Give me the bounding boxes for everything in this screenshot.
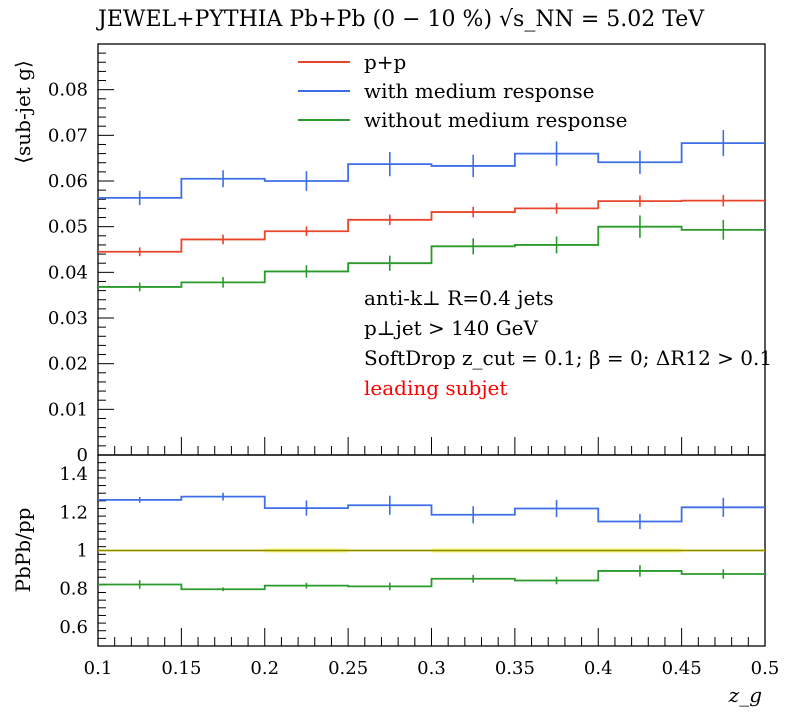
ratio-series-group xyxy=(98,492,765,592)
main-y-tick-label: 0.08 xyxy=(48,80,88,101)
ratio-panel: 0.6 0.8 1 1.2 1.4 PbPb/pp xyxy=(11,454,766,647)
annotation-block: anti-k⊥ R=0.4 jets p⊥jet > 140 GeV SoftDro… xyxy=(364,286,772,400)
x-tick-label: 0.15 xyxy=(161,658,201,679)
figure-title: JEWEL+PYTHIA Pb+Pb (0 − 10 %) √s_NN = 5.… xyxy=(96,7,705,32)
ratio-y-tick-labels: 0.6 0.8 1 1.2 1.4 xyxy=(59,464,88,638)
main-panel: 0 0.01 0.02 0.03 0.04 0.05 0.06 0.07 0.08 ⟨sub-j… xyxy=(11,43,772,466)
series-with-medium-response xyxy=(98,130,765,206)
ratio-axis-ticks xyxy=(97,454,766,647)
main-series-group xyxy=(98,130,765,292)
ratio-y-axis-label: PbPb/pp xyxy=(11,508,35,593)
x-tick-label: 0.35 xyxy=(495,658,535,679)
main-axis-ticks xyxy=(97,43,766,456)
x-tick-label: 0.3 xyxy=(417,658,446,679)
legend-label: without medium response xyxy=(364,108,627,132)
series-with-medium-response xyxy=(98,492,765,530)
annotation-line: leading subjet xyxy=(364,376,507,400)
x-tick-label: 0.45 xyxy=(662,658,702,679)
x-tick-labels: 0.1 0.15 0.2 0.25 0.3 0.35 0.4 0.45 0.5 xyxy=(84,658,780,679)
title-text: JEWEL+PYTHIA Pb+Pb (0 − 10 %) √s_NN = 5.… xyxy=(96,7,705,32)
main-y-tick-label: 0.07 xyxy=(48,125,88,146)
annotation-line: SoftDrop z_cut = 0.1; β = 0; ΔR12 > 0.1 xyxy=(364,346,772,370)
series-p-p xyxy=(98,194,765,257)
series-line xyxy=(98,225,765,288)
x-axis-label: z_g xyxy=(728,683,762,707)
reference-band xyxy=(98,548,765,553)
ratio-y-tick-label: 1.2 xyxy=(59,502,88,523)
x-tick-label: 0.2 xyxy=(250,658,279,679)
series-line xyxy=(98,570,765,591)
ratio-y-tick-label: 0.6 xyxy=(59,617,88,638)
x-tick-label: 0.25 xyxy=(328,658,368,679)
x-tick-label: 0.5 xyxy=(751,658,780,679)
main-y-tick-label: 0.03 xyxy=(48,308,88,329)
series-line xyxy=(98,495,765,523)
ratio-y-tick-label: 1 xyxy=(77,541,88,562)
main-y-tick-label: 0.05 xyxy=(48,217,88,238)
legend: p+p with medium response without medium re… xyxy=(298,50,627,132)
main-y-tick-label: 0.06 xyxy=(48,171,88,192)
x-tick-label: 0.1 xyxy=(84,658,113,679)
main-y-tick-label: 0 xyxy=(77,445,88,466)
annotation-line: anti-k⊥ R=0.4 jets xyxy=(364,286,554,310)
series-without-medium-response xyxy=(98,565,765,592)
legend-label: with medium response xyxy=(364,79,594,103)
main-y-tick-label: 0.02 xyxy=(48,354,88,375)
main-y-tick-label: 0.04 xyxy=(48,262,88,283)
x-tick-label: 0.4 xyxy=(584,658,613,679)
ratio-y-tick-label: 1.4 xyxy=(59,464,88,485)
main-y-axis-label: ⟨sub-jet g⟩ xyxy=(11,60,35,164)
main-y-tick-labels: 0 0.01 0.02 0.03 0.04 0.05 0.06 0.07 0.08 xyxy=(48,80,88,466)
legend-label: p+p xyxy=(364,50,406,74)
series-line xyxy=(98,142,765,199)
main-y-tick-label: 0.01 xyxy=(48,399,88,420)
ratio-y-tick-label: 0.8 xyxy=(59,579,88,600)
series-without-medium-response xyxy=(98,215,765,292)
annotation-line: p⊥jet > 140 GeV xyxy=(364,316,539,340)
